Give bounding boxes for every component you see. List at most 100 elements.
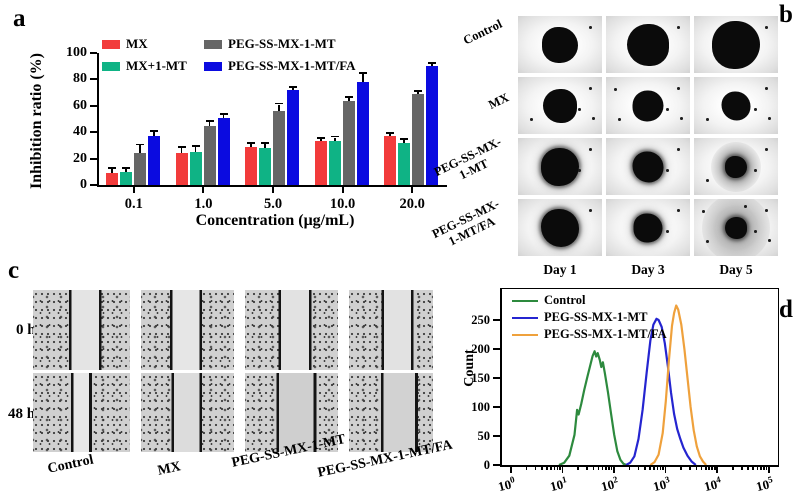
a-bar-peg-ss-mx-1-mt-fa (217, 117, 230, 185)
panel-b-letter: b (779, 1, 793, 28)
a-error-bar (333, 137, 336, 142)
b-spheroid-image (606, 138, 690, 195)
panel-a-bar-chart: 0 20 40 60 80 100 0.1 1.0 5.0 10.0 20.0 (66, 46, 447, 212)
b-debris-dot (764, 26, 768, 30)
a-bar-mx-1-mt (189, 152, 202, 185)
d-x-minor-tick (534, 467, 537, 470)
a-error-cap (205, 119, 214, 122)
d-y-tick (493, 406, 500, 408)
a-error-bar (222, 115, 225, 118)
a-legend-swatch (204, 62, 222, 71)
a-error-cap (219, 113, 228, 116)
b-spheroid (541, 147, 579, 186)
b-column-label: Day 5 (719, 262, 753, 277)
d-y-tick-label: 150 (471, 371, 490, 385)
b-column-label: Day 1 (543, 262, 577, 277)
a-bar-mx (314, 141, 327, 185)
a-bar-peg-ss-mx-1-mt (134, 153, 146, 185)
d-x-major-tick (716, 467, 718, 473)
b-spheroid (712, 20, 760, 69)
d-y-tick (493, 319, 500, 321)
a-error-bar (208, 121, 211, 126)
a-y-tick (90, 78, 97, 81)
c-column-label: MX (156, 459, 183, 479)
d-y-tick-label: 100 (471, 400, 490, 414)
b-spheroid (725, 216, 747, 239)
a-error-cap (358, 72, 367, 75)
d-x-minor-tick (653, 467, 655, 470)
d-x-minor-tick (546, 467, 548, 470)
panel-d-line-chart: 0 50 100 150 200 250 100 101 102 103 104 105 Control… (471, 288, 779, 494)
d-legend-label: PEG-SS-MX-1-MT (544, 310, 648, 324)
a-error-bar (180, 148, 183, 154)
b-spheroid (543, 88, 577, 123)
b-spheroid-image (518, 16, 602, 73)
d-legend-line (512, 300, 538, 302)
d-x-minor-tick (711, 467, 713, 470)
d-y-tick-label: 50 (477, 429, 491, 443)
b-debris-dot (767, 116, 771, 120)
a-legend-swatch (204, 40, 222, 49)
d-x-minor-tick (662, 467, 665, 470)
a-bar-peg-ss-mx-1-mt (203, 125, 216, 185)
a-bar-mx-1-mt (328, 141, 341, 185)
a-x-tick (341, 187, 344, 193)
a-error-bar (250, 144, 252, 147)
a-error-bar (264, 144, 266, 149)
d-legend-label: Control (544, 293, 586, 307)
d-curve-peg-ss-mx-1-mt-fa (649, 304, 707, 465)
a-error-cap (247, 142, 256, 145)
d-legend-line (512, 317, 538, 319)
a-bar-peg-ss-mx-1-mt (273, 111, 286, 185)
b-debris-dot (676, 148, 680, 152)
a-y-tick (90, 157, 97, 160)
d-y-tick-label: 0 (483, 458, 490, 472)
a-x-tick (272, 187, 274, 193)
a-error-cap (108, 167, 116, 170)
b-debris-dot (578, 169, 582, 173)
d-x-major-tick (613, 467, 615, 473)
a-error-bar (153, 132, 155, 137)
c-wound-image (141, 373, 234, 452)
d-x-major-tick (510, 467, 512, 473)
a-y-tick-label: 40 (73, 124, 87, 140)
a-error-cap (428, 61, 437, 64)
a-error-cap (414, 90, 423, 92)
b-debris-dot (591, 116, 595, 120)
d-x-minor-tick (525, 467, 528, 470)
a-bar-peg-ss-mx-1-mt (412, 93, 425, 185)
a-error-bar (194, 146, 197, 152)
b-debris-dot (705, 179, 709, 183)
a-error-cap (177, 146, 186, 149)
d-x-minor-tick (586, 467, 588, 470)
a-legend-label: MX+1-MT (126, 58, 187, 73)
a-y-tick-label: 100 (66, 45, 87, 60)
a-bar-mx (106, 173, 118, 185)
d-y-tick (493, 348, 500, 350)
d-legend-line (512, 334, 538, 336)
d-y-tick (493, 464, 500, 466)
d-x-minor-tick (704, 467, 707, 470)
b-spheroid-image (694, 138, 778, 195)
c-row-label: 0 h (16, 322, 36, 338)
a-error-bar (292, 88, 294, 90)
a-error-cap (386, 131, 395, 134)
b-spheroid (632, 151, 664, 182)
d-x-minor-tick (610, 467, 613, 470)
panel-a-x-axis-title: Concentration (μg/mL) (195, 212, 355, 229)
a-error-bar (111, 169, 113, 174)
a-legend-label: PEG-SS-MX-1-MT/FA (228, 58, 356, 73)
b-debris-dot (676, 209, 680, 213)
c-wound-image (141, 290, 234, 370)
b-debris-dot (588, 87, 592, 91)
a-x-tick-label: 20.0 (399, 196, 425, 212)
d-x-minor-tick (756, 467, 759, 470)
d-x-major-tick (664, 467, 667, 473)
d-x-minor-tick (731, 467, 734, 470)
b-spheroid (725, 155, 747, 178)
a-error-cap (136, 143, 144, 146)
d-curve-control (558, 350, 627, 465)
b-debris-dot (764, 209, 768, 213)
b-debris-dot (744, 204, 748, 208)
